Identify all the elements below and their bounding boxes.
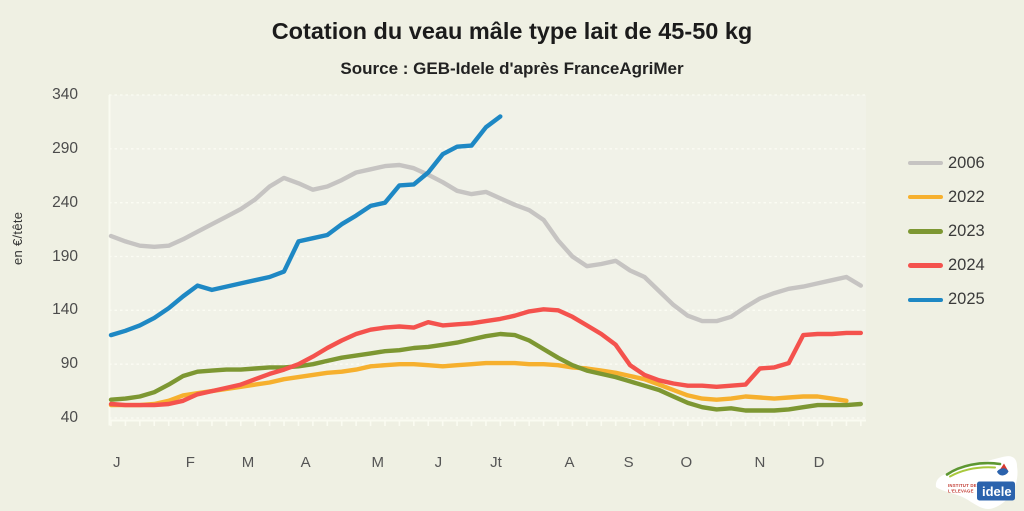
legend-swatch-2006 (908, 160, 943, 166)
x-tick-label-10-O: O (680, 454, 693, 471)
legend-swatch-2024 (908, 263, 943, 268)
legend-item-2024: 2024 (908, 255, 985, 277)
series-line-2024 (108, 307, 863, 408)
y-tick-label-240: 240 (52, 193, 78, 211)
logo-brand-box (977, 481, 1015, 501)
series-line-2006 (108, 162, 863, 324)
x-tick-label-11-N: N (754, 454, 766, 471)
y-tick-label-40: 40 (60, 409, 78, 426)
y-tick-label-190: 190 (52, 247, 78, 265)
plot-background (109, 95, 866, 421)
y-tick-label-90: 90 (60, 355, 78, 373)
x-tick-label-8-A: A (564, 454, 575, 471)
series-line-2025 (108, 114, 503, 338)
legend-item-2023: 2023 (908, 220, 985, 242)
x-tick-label-12-D: D (813, 454, 825, 471)
chart-title: Cotation du veau mâle type lait de 45-50… (271, 18, 753, 44)
x-tick-label-1-J: J (113, 454, 121, 471)
y-tick-label-290: 290 (52, 139, 78, 157)
y-tick-label-340: 340 (52, 86, 78, 103)
legend-item-2006: 2006 (908, 152, 985, 174)
legend-item-2025: 2025 (908, 289, 985, 311)
legend-label-2022: 2022 (948, 187, 985, 206)
x-tick-label-3-M: M (241, 454, 255, 471)
x-tick-label-9-S: S (623, 454, 634, 471)
x-tick-label-4-A: A (300, 454, 311, 471)
legend-label-2024: 2024 (948, 256, 985, 275)
series-line-2023 (108, 331, 863, 413)
legend-swatch-2023 (908, 229, 943, 234)
legend-label-2023: 2023 (948, 221, 985, 240)
logo-org-line2: L'ELEVAGE (948, 489, 974, 494)
legend-item-2022: 2022 (908, 186, 985, 208)
logo-flag-blue-icon (997, 468, 1009, 476)
legend-label-2006: 2006 (948, 153, 985, 172)
x-tick-label-7-Jt: Jt (490, 454, 502, 471)
y-tick-label-140: 140 (52, 301, 78, 319)
x-tick-label-2-F: F (185, 454, 195, 471)
logo-swoosh-highlight-icon (949, 466, 996, 478)
logo-swoosh-icon (945, 461, 1002, 476)
x-tick-label-5-M: M (371, 454, 385, 471)
logo-brand-text: idele (982, 484, 1012, 499)
legend-swatch-2022 (908, 194, 943, 200)
legend-swatch-2025 (908, 297, 943, 303)
logo-org-line1: INSTITUT DE (948, 483, 977, 488)
chart-subtitle: Source : GEB-Idele d'après FranceAgriMer (340, 59, 684, 78)
legend-label-2025: 2025 (948, 290, 985, 309)
x-tick-label-6-J: J (434, 454, 443, 471)
